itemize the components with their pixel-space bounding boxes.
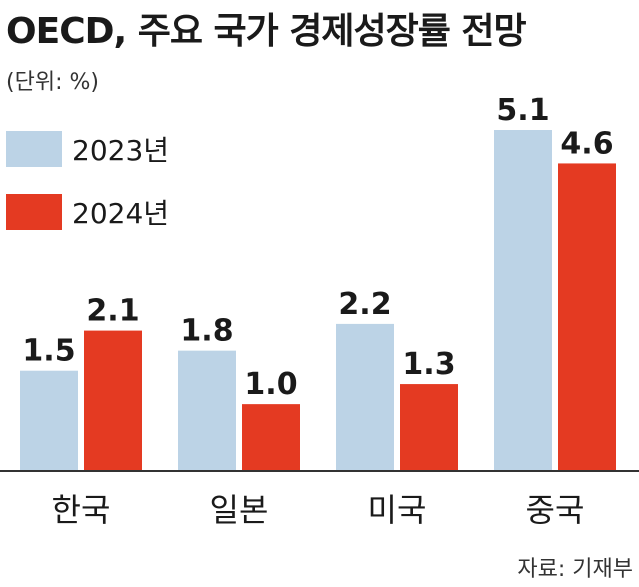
chart-title: OECD, 주요 국가 경제성장률 전망 (6, 11, 527, 52)
data-label-한국-2024년: 2.1 (86, 294, 139, 329)
unit-label: (단위: %) (6, 70, 99, 95)
bar-한국-2023년 (20, 370, 78, 471)
data-label-한국-2023년: 1.5 (22, 334, 75, 369)
bar-일본-2023년 (178, 350, 236, 471)
legend-swatch-2023 (6, 131, 62, 167)
legend-swatch-2024 (6, 194, 62, 230)
bar-미국-2024년 (400, 384, 458, 471)
legend-item-2024: 2024년 (6, 194, 169, 230)
bar-미국-2023년 (336, 323, 394, 471)
data-label-미국-2024년: 1.3 (402, 347, 455, 382)
bar-중국-2023년 (494, 130, 552, 471)
category-label-한국: 한국 (52, 491, 111, 529)
data-label-중국-2023년: 5.1 (496, 93, 549, 128)
legend-item-2023: 2023년 (6, 131, 169, 167)
category-label-미국: 미국 (368, 491, 427, 529)
category-label-중국: 중국 (526, 491, 585, 529)
data-label-미국-2023년: 2.2 (338, 287, 391, 322)
legend-label-2024: 2024년 (72, 197, 170, 230)
bar-일본-2024년 (242, 404, 300, 471)
bar-중국-2024년 (558, 163, 616, 471)
category-label-일본: 일본 (210, 491, 269, 529)
data-label-일본-2023년: 1.8 (180, 314, 233, 349)
legend-label-2023: 2023년 (72, 134, 170, 167)
bar-한국-2024년 (84, 330, 142, 471)
data-label-일본-2024년: 1.0 (244, 367, 297, 402)
source-label: 자료: 기재부 (517, 557, 633, 582)
data-label-중국-2024년: 4.6 (560, 126, 613, 161)
